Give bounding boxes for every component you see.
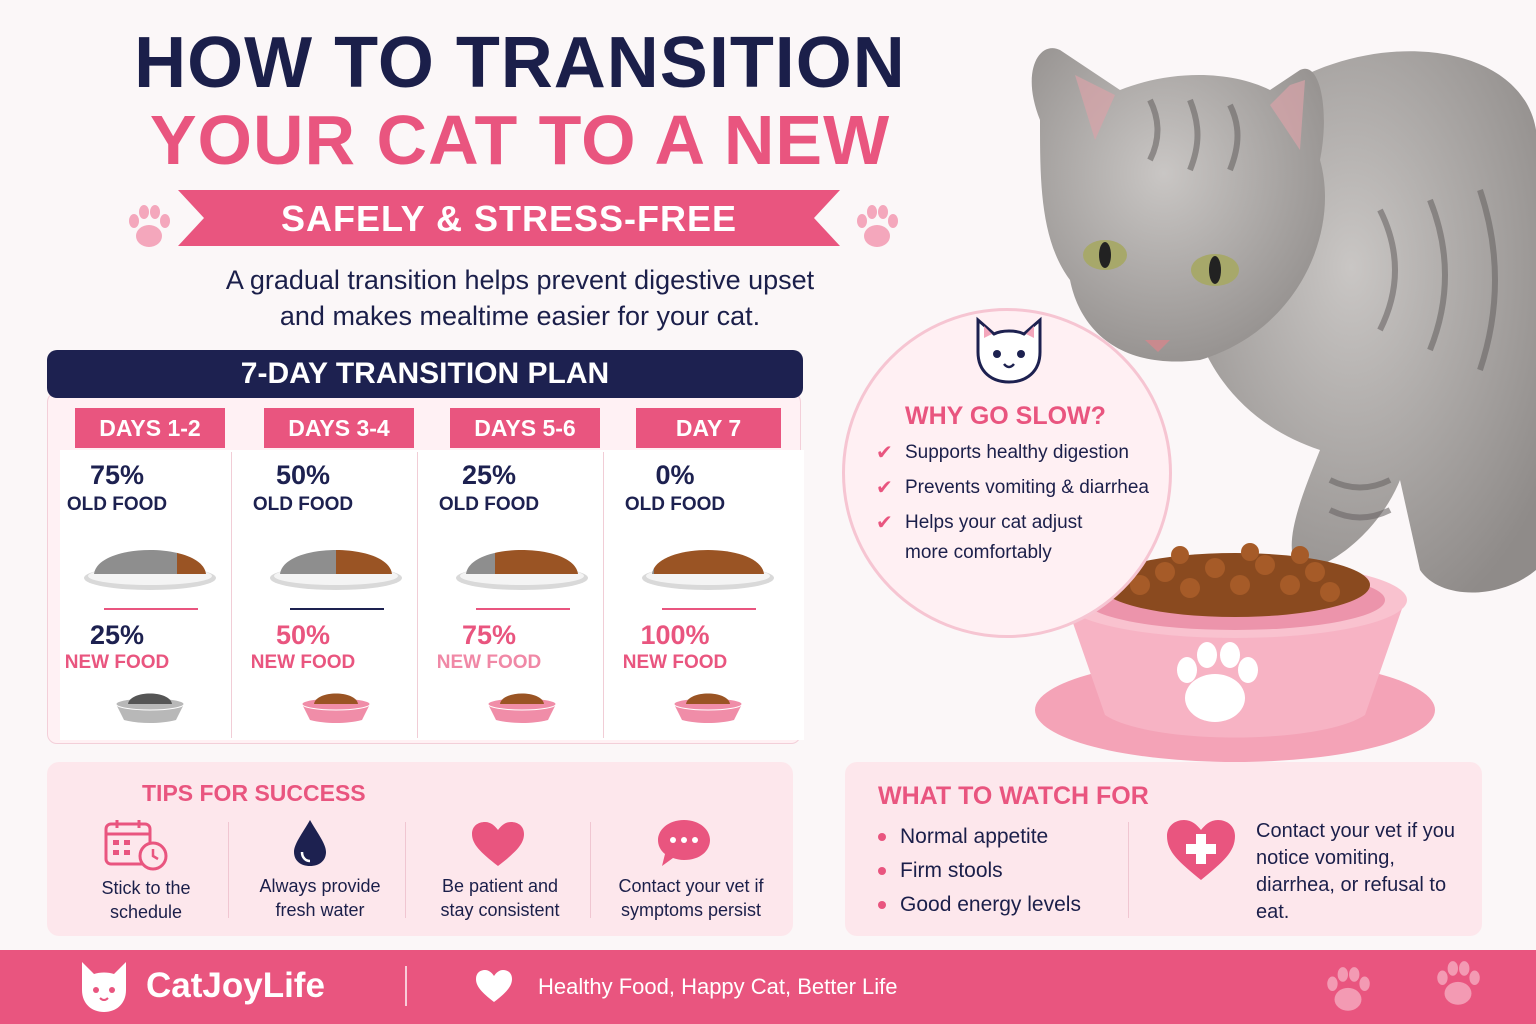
- water-drop-icon: [294, 820, 326, 866]
- chat-bubble-icon: [658, 820, 710, 866]
- old-food-label: OLD FOOD: [438, 494, 540, 515]
- bullet-icon: [878, 901, 886, 909]
- cat-logo-icon: [82, 962, 126, 1012]
- ribbon-banner: [178, 190, 840, 246]
- tip-line: Be patient and: [441, 876, 559, 896]
- tip-item: Stick to the schedule: [56, 876, 236, 924]
- watch-item: Good energy levels: [900, 893, 1081, 916]
- divider: [417, 452, 418, 738]
- tip-line: Always provide: [259, 876, 381, 896]
- check-icon: ✔: [876, 477, 893, 499]
- cat-face-icon: [976, 316, 1042, 384]
- new-food-label: NEW FOOD: [64, 652, 170, 673]
- new-food-label: NEW FOOD: [622, 652, 728, 673]
- divider: [405, 822, 406, 918]
- new-food-bowl-icon: [301, 693, 371, 723]
- tip-line: symptoms persist: [620, 900, 762, 920]
- watch-note: Contact your vet if you notice vomiting,…: [1256, 820, 1455, 923]
- new-food-percent: 50%: [275, 620, 331, 650]
- old-food-percent: 0%: [655, 460, 695, 490]
- new-food-percent: 75%: [461, 620, 517, 650]
- brand-name: CatJoyLife: [146, 966, 325, 1005]
- pink-food-bowl: [1035, 543, 1435, 762]
- new-food-label: NEW FOOD: [436, 652, 542, 673]
- divider: [1128, 822, 1129, 918]
- why-item: Supports healthy digestion: [905, 442, 1129, 463]
- why-item: Prevents vomiting & diarrhea: [905, 477, 1149, 498]
- tagline: Healthy Food, Happy Cat, Better Life: [538, 974, 898, 999]
- old-food-label: OLD FOOD: [624, 494, 726, 515]
- food-plate-mix: [84, 550, 216, 590]
- bullet-icon: [878, 867, 886, 875]
- calendar-clock-icon: [104, 820, 168, 871]
- page-title-line1: HOW TO TRANSITION: [134, 23, 906, 103]
- old-food-percent: 50%: [275, 460, 331, 490]
- food-plate-mix: [456, 550, 588, 590]
- paw-print-icon: [1437, 961, 1480, 1005]
- why-item-continued: more comfortably: [905, 542, 1052, 563]
- day-tab: DAYS 3-4: [264, 408, 414, 448]
- bullet-icon: [878, 833, 886, 841]
- day-tab: DAY 7: [636, 408, 781, 448]
- subtitle-line1: A gradual transition helps prevent diges…: [225, 265, 815, 295]
- subtitle-line2: and makes mealtime easier for your cat.: [279, 301, 761, 331]
- check-icon: ✔: [876, 442, 893, 464]
- tips-title: TIPS FOR SUCCESS: [142, 780, 366, 806]
- food-plate-mix: [270, 550, 402, 590]
- watch-for-title: WHAT TO WATCH FOR: [878, 782, 1149, 810]
- divider: [104, 608, 198, 610]
- divider: [228, 822, 229, 918]
- day-column: [432, 450, 618, 740]
- old-food-percent: 75%: [89, 460, 145, 490]
- old-food-label: OLD FOOD: [252, 494, 354, 515]
- tip-line: schedule: [109, 902, 183, 922]
- watch-item: Normal appetite: [900, 825, 1049, 848]
- why-go-slow-title: WHY GO SLOW?: [905, 402, 1106, 430]
- divider: [603, 452, 604, 738]
- footer-bar: [0, 950, 1536, 1024]
- food-plate-mix: [642, 550, 774, 590]
- tip-item: Always provide fresh water: [230, 874, 410, 922]
- new-food-bowl-icon: [673, 693, 743, 723]
- tip-line: Stick to the: [101, 878, 191, 898]
- paw-print-icon: [1327, 967, 1370, 1011]
- tip-line: Contact your vet if: [618, 876, 764, 896]
- tip-item: Contact your vet if symptoms persist: [596, 874, 786, 922]
- divider: [231, 452, 232, 738]
- paw-print-icon: [129, 205, 170, 247]
- divider: [476, 608, 570, 610]
- watch-for-panel: [845, 762, 1482, 936]
- tip-line: fresh water: [275, 900, 365, 920]
- new-food-bowl-icon: [115, 693, 185, 723]
- subtitle: A gradual transition helps prevent diges…: [150, 262, 890, 334]
- divider: [590, 822, 591, 918]
- divider: [290, 608, 384, 610]
- new-food-label: NEW FOOD: [250, 652, 356, 673]
- check-icon: ✔: [876, 512, 893, 534]
- ribbon-text: SAFELY & STRESS-FREE: [280, 198, 738, 239]
- transition-plan-heading: 7-DAY TRANSITION PLAN: [47, 350, 803, 398]
- new-food-percent: 25%: [89, 620, 145, 650]
- old-food-percent: 25%: [461, 460, 517, 490]
- watch-item: Firm stools: [900, 859, 1003, 882]
- heart-icon: [476, 970, 512, 1002]
- heart-icon: [472, 822, 524, 866]
- day-column: [246, 450, 432, 740]
- new-food-percent: 100%: [640, 620, 710, 650]
- day-tab: DAYS 1-2: [75, 408, 225, 448]
- tip-line: stay consistent: [440, 900, 560, 920]
- day-tab: DAYS 5-6: [450, 408, 600, 448]
- new-food-bowl-icon: [487, 693, 557, 723]
- tip-item: Be patient and stay consistent: [410, 874, 590, 922]
- medical-heart-icon: [1167, 820, 1235, 880]
- old-food-label: OLD FOOD: [66, 494, 168, 515]
- day-column: [618, 450, 804, 740]
- why-item: Helps your cat adjust: [905, 512, 1083, 533]
- cat-illustration: [1031, 48, 1536, 593]
- day-column: [60, 450, 246, 740]
- divider: [662, 608, 756, 610]
- paw-print-icon: [857, 205, 898, 247]
- divider: [405, 966, 407, 1006]
